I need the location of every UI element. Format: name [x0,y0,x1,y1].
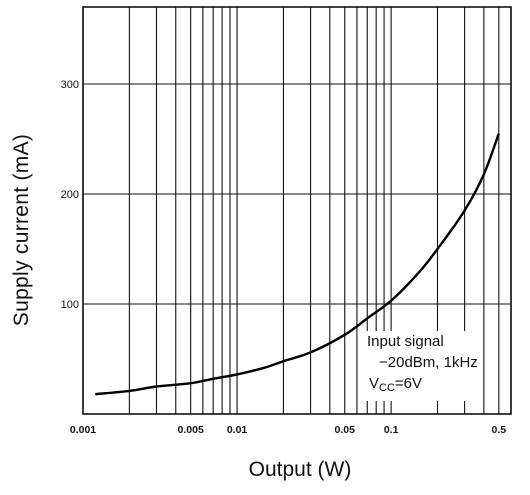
annotation: Input signal −20dBm, 1kHz VCC=6V [363,331,482,401]
x-tick-label: 0.01 [227,424,248,436]
x-tick-label: 0.05 [335,424,356,436]
annotation-line-2: −20dBm, 1kHz [379,354,478,371]
annotation-line-1: Input signal [367,333,444,350]
series-line [95,133,500,396]
x-tick-label: 0.001 [70,424,96,436]
vcc-symbol: V [369,375,380,392]
x-tick-label: 0.005 [178,424,204,436]
x-axis-label: Output (W) [248,458,352,481]
vcc-subscript: CC [379,382,395,394]
y-tick-label: 300 [61,79,79,91]
vcc-value: =6V [394,375,423,392]
y-axis-label: Supply current (mA) [10,133,33,327]
series [95,133,500,396]
x-tick-label: 0.1 [384,424,399,436]
y-tick-label: 100 [61,299,79,311]
annotation-line-3: VCC=6V [367,373,478,399]
y-tick-label: 200 [61,189,79,201]
tick-labels: 100 200 300 0.001 0.005 0.01 0.05 0.1 0.5 [61,79,507,436]
x-tick-label: 0.5 [491,424,506,436]
